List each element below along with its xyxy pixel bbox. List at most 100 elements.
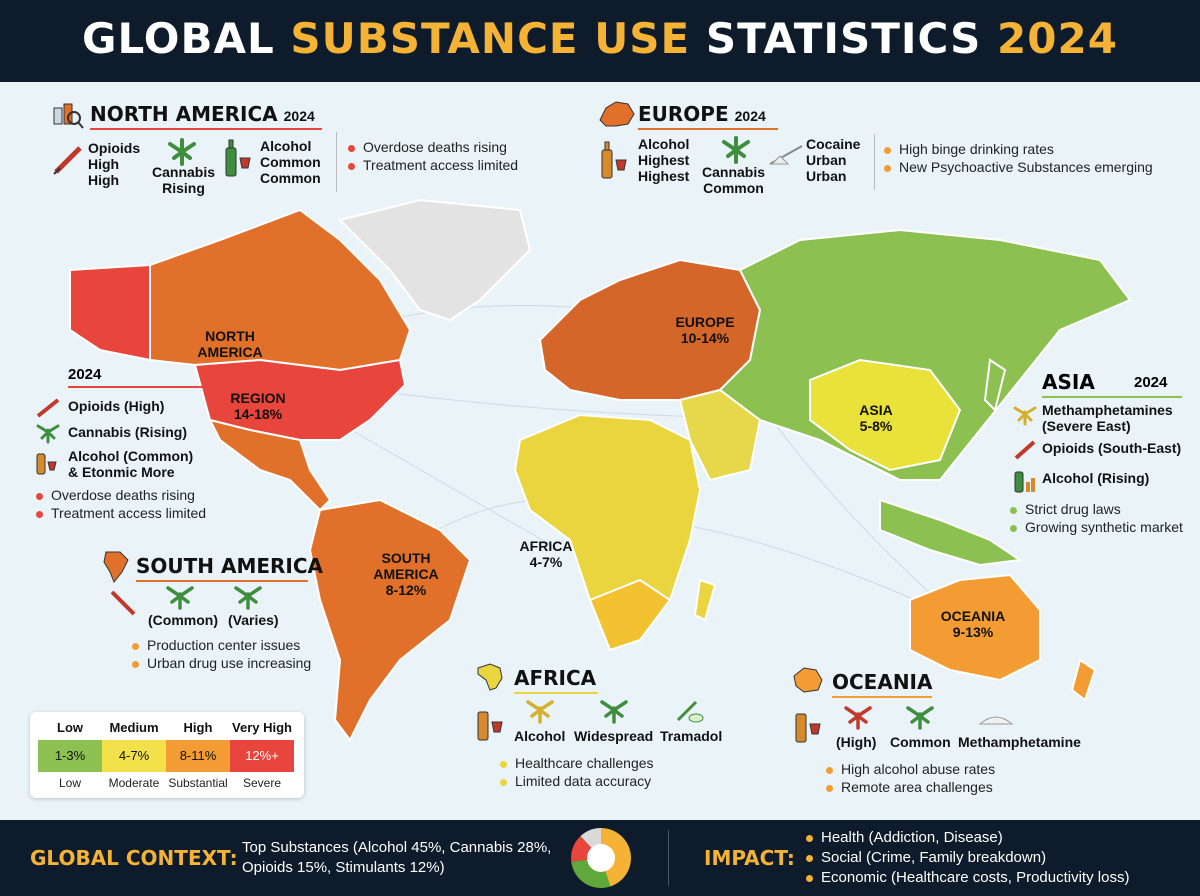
asia-panel: ASIA 2024 Methamphetamines (Severe East)… [1010,368,1192,538]
title-underline [514,692,598,694]
cannabis-leaf-icon [1013,406,1037,426]
australia-shape [909,573,1041,682]
asia-bullet: Strict drug laws [1010,500,1183,518]
africa-alcohol-label: Alcohol [514,728,566,744]
eu-bullets: High binge drinking rates New Psychoacti… [884,140,1153,176]
alcohol-bottle-icon [1014,471,1035,493]
na-side-alcohol: Alcohol (Common) & Etonmic More [68,448,194,480]
legend-header-high: High [183,720,213,735]
europe-title: EUROPE [638,102,729,126]
pill-syringe-icon [676,700,704,723]
europe-map-icon [599,101,635,127]
na-side-bullets: Overdose deaths rising Treatment access … [36,486,206,522]
crystal-powder-icon [978,716,1014,725]
legend-sublabel-low: Low [58,776,81,790]
sa-bullets: Production center issues Urban drug use … [132,636,311,672]
central-america-shape [208,418,332,512]
canada-shape [149,208,412,372]
legend-sublabel-substantial: Substantial [168,776,228,790]
na-opioids-label: Opioids High High [88,140,141,188]
na-side-bullet: Overdose deaths rising [36,486,206,504]
na-bullet: Overdose deaths rising [348,138,518,156]
map-label-europe: EUROPE 10-14% [675,314,735,346]
sa-bullet: Urban drug use increasing [132,654,311,672]
africa-bullets: Healthcare challenges Limited data accur… [500,754,654,790]
map-label-oceania: OCEANIA 9-13% [940,608,1006,640]
asia-alcohol-label: Alcohol (Rising) [1042,470,1150,486]
map-label-south-america: SOUTH AMERICA 8-12% [373,550,439,598]
footer-bar: GLOBAL CONTEXT: Top Substances (Alcohol … [0,820,1200,896]
north-america-panel: NORTH AMERICA 2024 Opioids High High Cann… [52,98,532,208]
asia-title: ASIA [1042,370,1095,394]
substance-share-donut [571,828,631,888]
map-label-region: REGION 14-18% [230,390,286,422]
cannabis-leaf-icon [168,138,196,166]
title-word-substance-use: SUBSTANCE USE [290,14,691,63]
asia-opioids-label: Opioids (South-East) [1042,440,1182,456]
south-america-panel: SOUTH AMERICA (Common) (Varies) Producti… [100,548,330,672]
cannabis-leaf-icon [722,136,750,164]
donut-center [587,844,615,872]
oceania-high-label: (High) [836,734,877,750]
na-side-cannabis: Cannabis (Rising) [68,424,188,440]
alcohol-bottle-icon [601,141,627,179]
na-bullets: Overdose deaths rising Treatment access … [348,138,518,174]
map-label-africa: AFRICA 4-7% [519,538,573,570]
oceania-bullet: Remote area challenges [826,778,995,796]
alcohol-bottle-icon [225,139,251,177]
impact-label: IMPACT: [704,846,795,870]
na-side-bullet: Treatment access limited [36,504,206,522]
cannabis-leaf-icon [844,706,872,730]
oceania-bullet: High alcohol abuse rates [826,760,995,778]
syringe-icon [53,146,82,175]
south-america-title: SOUTH AMERICA [136,554,324,578]
cocaine-icon [769,145,803,165]
eu-bullet: New Psychoactive Substances emerging [884,158,1153,176]
alcohol-bottle-icon [477,711,503,741]
africa-tramadol-label: Tramadol [660,728,723,744]
new-zealand-shape [1070,658,1097,702]
asia-bullet: Growing synthetic market [1010,518,1183,536]
south-america-map-icon [103,551,129,583]
na-bullet: Treatment access limited [348,156,518,174]
na-alcohol-label: Alcohol Common Common [260,138,321,186]
europe-panel: EUROPE 2024 Alcohol Highest Highest Canna… [596,94,1176,204]
europe-year: 2024 [734,108,766,124]
alcohol-bottle-icon [36,453,57,475]
eu-alcohol-label: Alcohol Highest Highest [638,136,690,184]
africa-panel: AFRICA Alcohol Widespread Tramadol Healt… [470,660,730,790]
alaska-shape [69,263,151,362]
header-bar: GLOBAL SUBSTANCE USE STATISTICS 2024 [0,0,1200,82]
legend-swatch-high: 8-11% [166,740,230,772]
title-underline [1042,396,1182,398]
oceania-title: OCEANIA [832,670,933,694]
north-america-side-panel: 2024 Opioids (High) Cannabis (Rising) Al… [32,364,232,524]
title-word-global: GLOBAL [82,14,275,63]
japan-shape [983,358,1007,412]
cannabis-leaf-icon [36,424,60,444]
africa-widespread-label: Widespread [574,728,654,744]
cannabis-leaf-icon [906,706,934,730]
sa-bullet: Production center issues [132,636,311,654]
syringe-icon [36,398,60,418]
title-underline [90,128,322,130]
oceania-panel: OCEANIA (High) Common Methamphetamine Hi… [790,664,1090,796]
panel-divider [874,134,875,190]
south-america-shape [308,498,472,742]
world-map: NORTH AMERICA REGION 14-18% SOUTH AMERIC… [0,82,1200,820]
australia-map-icon [793,667,823,693]
north-america-title: NORTH AMERICA [90,102,278,126]
global-context-label: GLOBAL CONTEXT: [30,846,238,870]
legend-header-very-high: Very High [232,720,292,735]
africa-bullet: Limited data accuracy [500,772,654,790]
legend-sublabel-severe: Severe [242,776,282,790]
asia-bullets: Strict drug laws Growing synthetic marke… [1010,500,1183,536]
cannabis-leaf-icon [234,586,262,610]
donut-slice-alcohol [601,828,631,887]
legend-swatch-low: 1-3% [38,740,102,772]
asia-meth-label: Methamphetamines (Severe East) [1042,402,1173,434]
impact-list: Health (Addiction, Disease) Social (Crim… [806,828,1129,888]
na-side-opioids: Opioids (High) [68,398,165,414]
eu-cannabis-label: Cannabis Common [702,164,766,196]
africa-map-icon [477,663,503,691]
